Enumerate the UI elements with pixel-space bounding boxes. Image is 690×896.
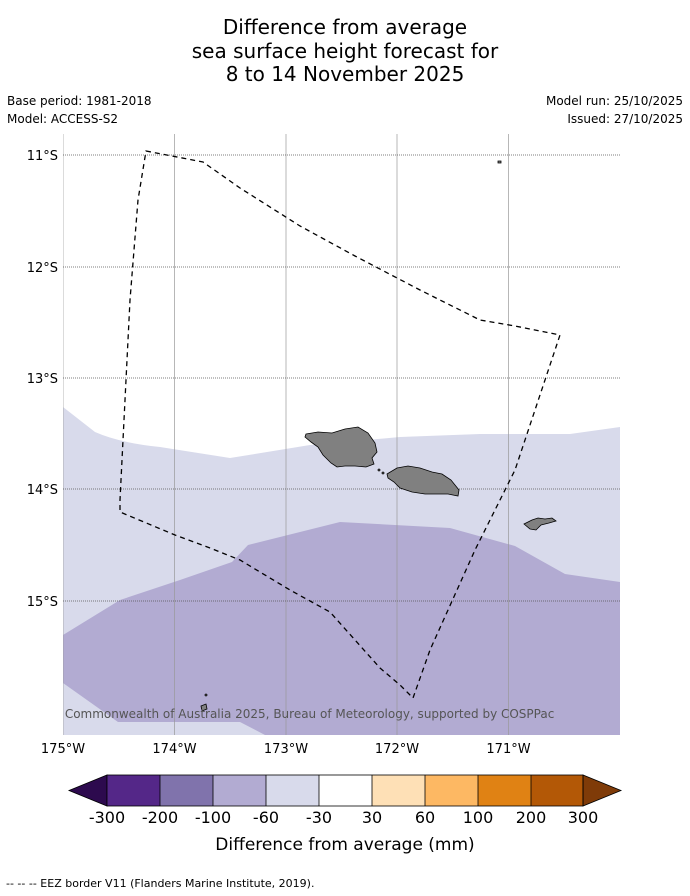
anomaly-band-minus100-minus60 bbox=[63, 522, 620, 735]
lon-label-175w: 175°W bbox=[41, 742, 85, 757]
colorbar-under-arrow bbox=[67, 774, 108, 807]
tick-label: -60 bbox=[253, 808, 279, 827]
colorbar-bin-5 bbox=[319, 775, 372, 806]
lat-label-14s: 14°S bbox=[27, 483, 58, 498]
tick-label: -100 bbox=[195, 808, 231, 827]
tick-label: 200 bbox=[516, 808, 547, 827]
tick-label: 100 bbox=[463, 808, 494, 827]
longitude-labels: 175°W 174°W 173°W 172°W 171°W bbox=[41, 742, 531, 757]
lon-label-172w: 172°W bbox=[375, 742, 419, 757]
islands bbox=[200, 160, 557, 712]
colorbar-over-arrow bbox=[582, 774, 623, 807]
island-rose-atoll bbox=[497, 160, 502, 164]
tick-label: 300 bbox=[568, 808, 599, 827]
copyright-notice: © Commonwealth of Australia 2025, Bureau… bbox=[49, 707, 554, 721]
island-niuafoou bbox=[200, 703, 208, 712]
lat-label-12s: 12°S bbox=[27, 261, 58, 276]
base-period: Base period: 1981-2018 bbox=[7, 94, 152, 108]
lat-label-15s: 15°S bbox=[27, 595, 58, 610]
issued-date: Issued: 27/10/2025 bbox=[567, 112, 683, 126]
island-savaii bbox=[304, 426, 378, 468]
title-line-3: 8 to 14 November 2025 bbox=[225, 62, 465, 86]
colorbar: -300 -200 -100 -60 -30 30 60 100 200 300… bbox=[67, 774, 623, 855]
colorbar-bin-6 bbox=[372, 775, 425, 806]
tick-label: -300 bbox=[89, 808, 125, 827]
tick-label: 30 bbox=[362, 808, 382, 827]
lon-label-171w: 171°W bbox=[486, 742, 530, 757]
colorbar-bin-2 bbox=[160, 775, 213, 806]
lon-label-173w: 173°W bbox=[264, 742, 308, 757]
colorbar-bin-4 bbox=[266, 775, 319, 806]
model-run: Model run: 25/10/2025 bbox=[545, 94, 683, 108]
gridlines bbox=[63, 134, 509, 735]
island-upolu bbox=[386, 465, 460, 497]
latitude-labels: 11°S 12°S 13°S 14°S 15°S bbox=[27, 149, 58, 610]
colorbar-bin-8 bbox=[478, 775, 531, 806]
tick-label: -30 bbox=[306, 808, 332, 827]
eez-footnote: -- -- -- EEZ border V11 (Flanders Marine… bbox=[6, 877, 315, 890]
model-name: Model: ACCESS-S2 bbox=[7, 112, 119, 126]
colorbar-bin-7 bbox=[425, 775, 478, 806]
map-area: © Commonwealth of Australia 2025, Bureau… bbox=[49, 134, 620, 735]
meta-left: Base period: 1981-2018 Model: ACCESS-S2 bbox=[7, 94, 152, 130]
tick-label: -200 bbox=[142, 808, 178, 827]
title-line-1: Difference from average bbox=[222, 15, 468, 39]
colorbar-ticks: -300 -200 -100 -60 -30 30 60 100 200 300 bbox=[89, 808, 598, 827]
island-tutuila bbox=[523, 517, 557, 531]
colorbar-title: Difference from average (mm) bbox=[215, 835, 474, 855]
islet-3 bbox=[381, 471, 385, 475]
lat-label-11s: 11°S bbox=[27, 149, 58, 164]
title-line-2: sea surface height forecast for bbox=[191, 38, 499, 63]
lon-label-174w: 174°W bbox=[152, 742, 196, 757]
lat-label-13s: 13°S bbox=[27, 372, 58, 387]
colorbar-bin-3 bbox=[213, 775, 266, 806]
islet-2 bbox=[377, 468, 381, 472]
meta-right: Model run: 25/10/2025 Issued: 27/10/2025 bbox=[546, 94, 683, 130]
tick-label: 60 bbox=[415, 808, 435, 827]
chart-title: Difference from average sea surface heig… bbox=[0, 15, 690, 87]
islet-1 bbox=[204, 693, 208, 697]
colorbar-bin-1 bbox=[107, 775, 160, 806]
latitude-gridlines bbox=[63, 154, 620, 602]
colorbar-bin-9 bbox=[531, 775, 583, 806]
